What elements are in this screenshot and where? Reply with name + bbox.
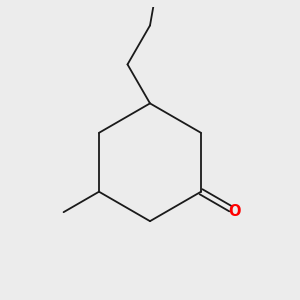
Text: O: O xyxy=(229,204,241,219)
